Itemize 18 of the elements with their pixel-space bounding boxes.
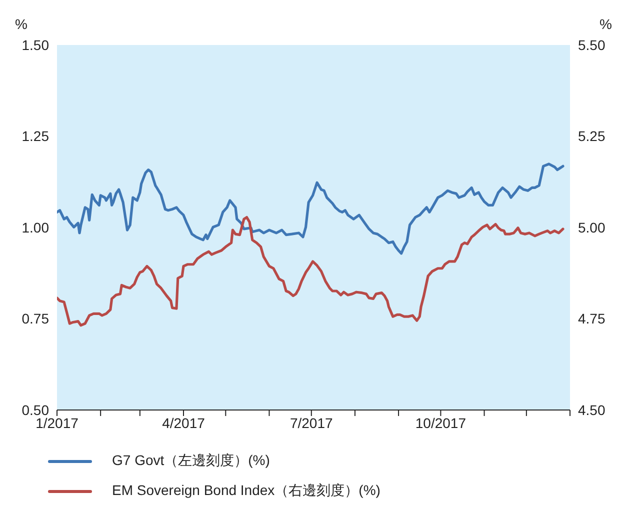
y2-tick-label: 4.75 [578,310,606,327]
legend-label: EM Sovereign Bond Index（右邊刻度）(%) [112,482,380,500]
y2-tick-label: 5.50 [578,36,606,53]
y2-tick-label: 5.25 [578,128,606,144]
y2-axis-title: % [600,16,612,32]
y-tick-label: 1.00 [22,219,50,236]
y-tick-label: 0.75 [22,310,50,327]
y2-tick-label: 5.00 [578,219,606,236]
y2-tick-label: 4.50 [578,402,606,418]
y-axis-title: % [15,16,28,32]
legend-label: G7 Govt（左邊刻度）(%) [112,452,270,470]
y-tick-label: 1.25 [22,128,50,144]
line-series [57,216,564,327]
line-series [57,162,564,255]
x-tick-label: 10/2017 [415,414,466,431]
y-tick-label: 1.50 [22,36,50,53]
x-tick-label: 4/2017 [162,414,206,431]
x-tick-label: 7/2017 [290,414,334,431]
